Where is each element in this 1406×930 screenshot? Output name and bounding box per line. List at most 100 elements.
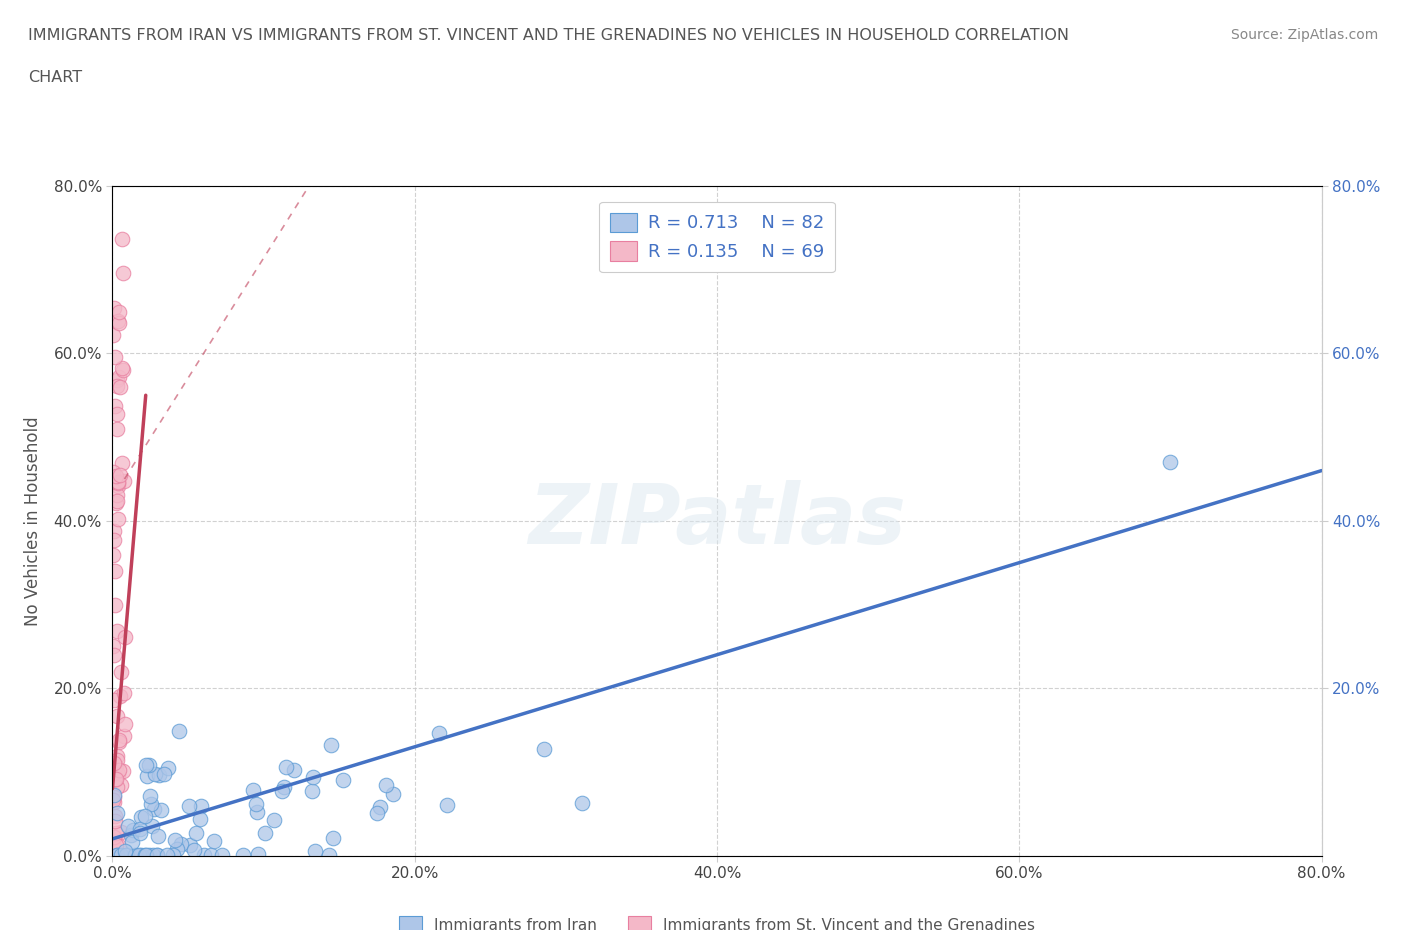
Point — [141, 819, 163, 834]
Point — [246, 804, 269, 819]
Point — [254, 826, 277, 841]
Point — [148, 767, 170, 782]
Point — [103, 830, 125, 844]
Point — [302, 770, 325, 785]
Point — [183, 843, 205, 857]
Point — [156, 761, 179, 776]
Point — [105, 752, 128, 767]
Point — [103, 300, 125, 315]
Point — [138, 758, 160, 773]
Point — [107, 839, 129, 854]
Point — [115, 847, 138, 862]
Point — [110, 825, 132, 840]
Point — [110, 777, 132, 792]
Point — [110, 664, 132, 679]
Y-axis label: No Vehicles in Household: No Vehicles in Household — [24, 416, 42, 626]
Point — [105, 805, 128, 820]
Point — [190, 799, 212, 814]
Point — [114, 630, 136, 644]
Point — [111, 361, 134, 376]
Point — [105, 779, 128, 794]
Point — [200, 847, 222, 862]
Point — [105, 496, 128, 511]
Point — [533, 741, 555, 756]
Point — [104, 772, 127, 787]
Point — [202, 834, 225, 849]
Point — [112, 473, 135, 488]
Point — [111, 764, 134, 778]
Point — [111, 232, 134, 246]
Point — [104, 350, 127, 365]
Point — [103, 524, 125, 538]
Point — [107, 474, 129, 489]
Point — [103, 533, 125, 548]
Point — [108, 763, 131, 777]
Point — [186, 825, 208, 840]
Point — [103, 693, 125, 708]
Point — [103, 547, 125, 562]
Point — [120, 827, 142, 842]
Point — [104, 808, 127, 823]
Point — [108, 380, 131, 395]
Point — [382, 786, 405, 801]
Point — [108, 735, 131, 750]
Point — [170, 836, 193, 851]
Point — [105, 837, 128, 852]
Point — [134, 847, 156, 862]
Point — [111, 363, 134, 378]
Point — [129, 822, 152, 837]
Point — [193, 847, 215, 862]
Point — [103, 328, 125, 343]
Point — [105, 624, 128, 639]
Point — [105, 847, 128, 862]
Point — [117, 818, 139, 833]
Point — [153, 767, 176, 782]
Point — [135, 847, 157, 862]
Point — [368, 799, 391, 814]
Point — [375, 777, 398, 792]
Point — [121, 835, 143, 850]
Point — [103, 835, 125, 850]
Point — [104, 469, 127, 484]
Legend: Immigrants from Iran, Immigrants from St. Vincent and the Grenadines: Immigrants from Iran, Immigrants from St… — [394, 910, 1040, 930]
Point — [246, 846, 269, 861]
Point — [114, 844, 136, 858]
Point — [128, 847, 150, 862]
Point — [138, 789, 160, 804]
Point — [107, 479, 129, 494]
Point — [162, 847, 184, 862]
Point — [276, 759, 298, 774]
Point — [124, 847, 146, 862]
Point — [129, 826, 152, 841]
Point — [115, 847, 138, 862]
Point — [104, 597, 127, 612]
Point — [135, 757, 157, 772]
Text: ZIPatlas: ZIPatlas — [529, 480, 905, 562]
Point — [270, 784, 292, 799]
Point — [108, 316, 131, 331]
Point — [104, 399, 127, 414]
Point — [179, 838, 201, 853]
Point — [134, 809, 156, 824]
Point — [149, 803, 172, 817]
Point — [107, 766, 129, 781]
Point — [283, 762, 305, 777]
Point — [114, 717, 136, 732]
Point — [103, 639, 125, 654]
Point — [103, 790, 125, 804]
Point — [169, 724, 191, 738]
Point — [105, 708, 128, 723]
Point — [103, 464, 125, 479]
Point — [143, 802, 166, 817]
Point — [427, 726, 450, 741]
Point — [105, 749, 128, 764]
Point — [105, 847, 128, 862]
Point — [156, 847, 179, 862]
Point — [131, 809, 153, 824]
Point — [242, 783, 264, 798]
Point — [138, 847, 160, 862]
Point — [108, 304, 131, 319]
Point — [571, 795, 593, 810]
Point — [107, 314, 129, 329]
Point — [112, 265, 135, 280]
